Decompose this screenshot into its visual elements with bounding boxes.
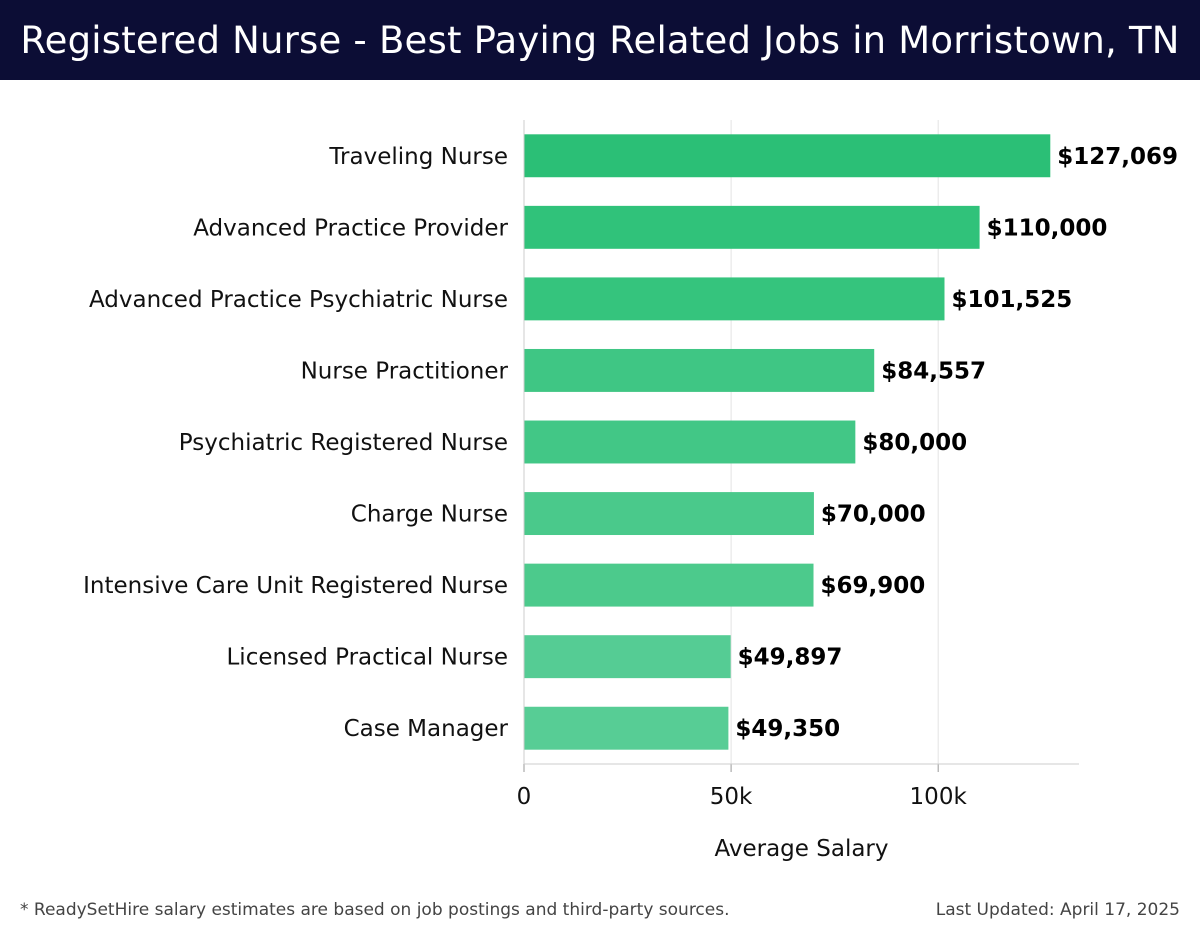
bar [524,563,814,607]
category-label: Charge Nurse [351,502,508,528]
category-label: Advanced Practice Psychiatric Nurse [89,287,508,313]
value-label: $70,000 [821,502,926,528]
category-label: Traveling Nurse [328,144,508,170]
category-label: Intensive Care Unit Registered Nurse [83,573,508,599]
category-label: Advanced Practice Provider [193,215,508,241]
chart-title: Registered Nurse - Best Paying Related J… [20,18,1180,62]
category-label: Case Manager [344,716,509,742]
bar [524,420,856,464]
value-label: $49,897 [738,645,843,671]
value-label: $101,525 [951,287,1072,313]
category-label: Licensed Practical Nurse [226,645,508,671]
bars: Traveling Nurse $127,069 Advanced Practice… [83,134,1178,750]
category-label: Psychiatric Registered Nurse [179,430,508,456]
x-tick-label: 0 [517,784,532,810]
bar [524,492,814,536]
value-label: $84,557 [881,358,986,384]
x-tick-label: 50k [710,784,753,810]
value-label: $127,069 [1057,144,1178,170]
bar [524,205,980,249]
bar-chart: Traveling Nurse $127,069 Advanced Practice… [83,120,1178,862]
value-label: $69,900 [821,573,926,599]
x-tick-label: 100k [910,784,968,810]
value-label: $80,000 [862,430,967,456]
source-note: * ReadySetHire salary estimates are base… [20,900,730,920]
last-updated: Last Updated: April 17, 2025 [935,900,1180,920]
x-axis: 0 50k 100k [517,120,1079,810]
value-label: $49,350 [735,716,840,742]
x-axis-title: Average Salary [714,836,888,862]
bar [524,635,731,679]
bar [524,706,729,750]
category-label: Nurse Practitioner [301,358,509,384]
value-label: $110,000 [987,215,1108,241]
bar [524,348,875,392]
chart-header: Registered Nurse - Best Paying Related J… [0,0,1200,80]
bar [524,277,945,321]
bar [524,134,1051,178]
